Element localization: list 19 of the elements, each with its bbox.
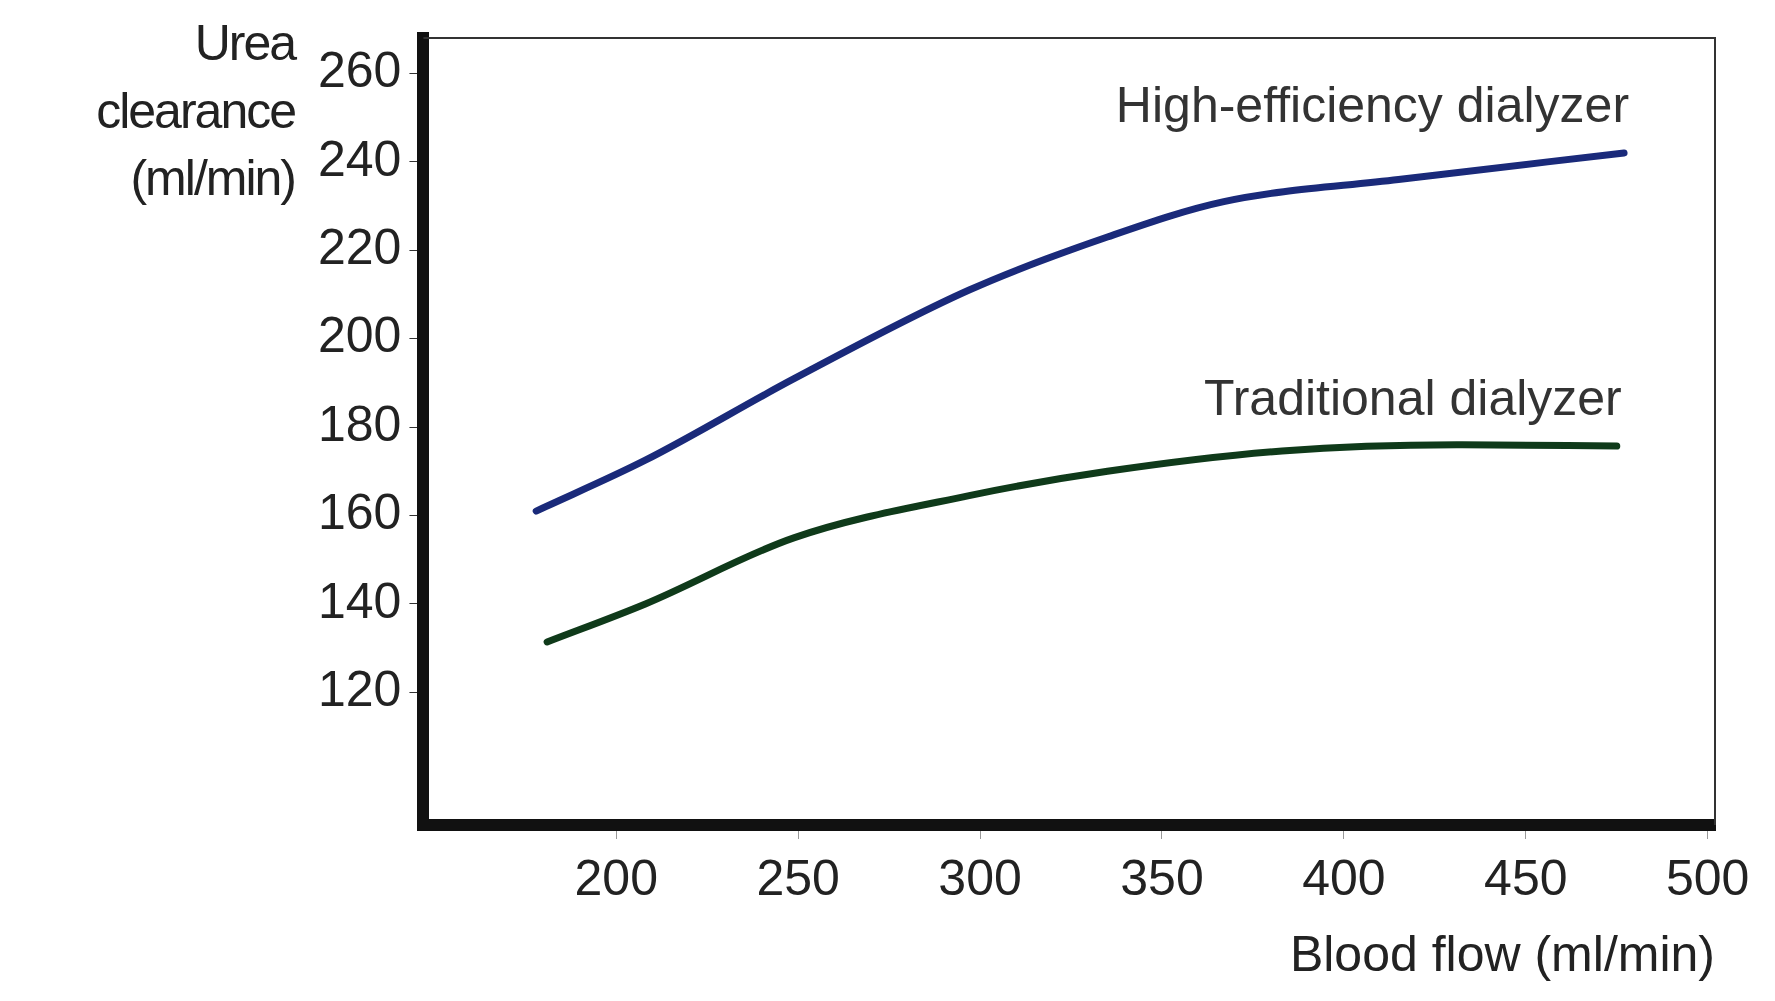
x-tick-label: 450 [1484, 849, 1568, 906]
x-tick-label: 300 [938, 849, 1022, 906]
y-tick-label: 160 [317, 484, 402, 541]
y-tick-label: 180 [317, 395, 402, 452]
y-tick-label: 260 [317, 42, 402, 99]
series-label: High-efficiency dialyzer [1115, 76, 1630, 133]
series-label: Traditional dialyzer [1203, 369, 1622, 426]
y-axis-title: Urea clearance (ml/min) [95, 14, 295, 208]
x-tick-label: 200 [574, 849, 658, 906]
y-tick-label: 240 [317, 130, 402, 187]
x-tick-label: 500 [1666, 849, 1750, 906]
y-tick-label: 140 [317, 572, 402, 629]
x-axis-title: Blood flow (ml/min) [1289, 925, 1715, 982]
y-tick-label: 200 [317, 307, 402, 364]
x-tick-label: 250 [756, 849, 840, 906]
y-tick-label: 120 [317, 661, 402, 718]
x-tick-label: 400 [1302, 849, 1386, 906]
y-tick-label: 220 [317, 219, 402, 276]
x-tick-label: 350 [1120, 849, 1204, 906]
